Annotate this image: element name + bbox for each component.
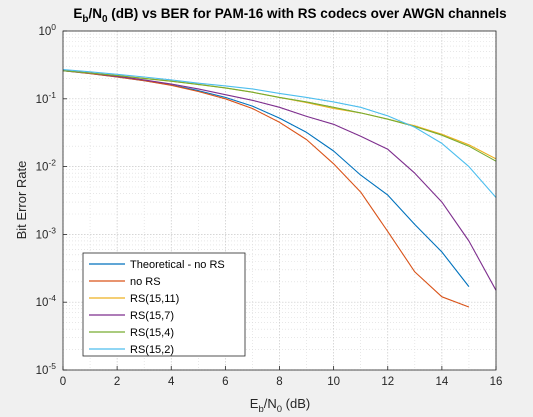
- legend: Theoretical - no RS no RS RS(15,11) RS(15,7…: [82, 252, 246, 357]
- axis-ticks: 0 2 4 6 8 10 12 14 16 10-5 10-4 10-3 10-2 10-1 100: [36, 22, 503, 388]
- y-tick-label: 10-5: [36, 361, 57, 377]
- y-axis-label: Bit Error Rate: [14, 161, 29, 240]
- y-tick-label: 10-2: [36, 158, 57, 174]
- legend-label-3: RS(15,11): [130, 293, 179, 305]
- series-lines: [62, 69, 497, 308]
- legend-label-1: Theoretical - no RS: [130, 259, 225, 271]
- legend-box: [82, 252, 246, 357]
- legend-label-6: RS(15,2): [130, 344, 174, 356]
- series-line-5: [62, 70, 497, 162]
- x-tick-label: 4: [168, 376, 175, 388]
- x-axis-label: Eb/N0 (dB): [250, 396, 310, 415]
- x-tick-label: 0: [60, 376, 66, 388]
- chart-title: Eb/N0 (dB) vs BER for PAM-16 with RS cod…: [73, 6, 506, 25]
- series-line-2: [62, 70, 470, 308]
- x-tick-label: 2: [114, 376, 120, 388]
- x-tick-label: 6: [222, 376, 228, 388]
- y-tick-label: 100: [38, 22, 56, 38]
- x-tick-label: 14: [435, 376, 448, 388]
- series-line-6: [62, 69, 497, 198]
- legend-label-2: no RS: [130, 276, 161, 288]
- legend-label-5: RS(15,4): [130, 327, 174, 339]
- x-tick-label: 8: [276, 376, 282, 388]
- y-tick-label: 10-3: [36, 225, 57, 241]
- x-tick-label: 16: [490, 376, 503, 388]
- legend-label-4: RS(15,7): [130, 310, 174, 322]
- y-tick-label: 10-4: [36, 293, 57, 309]
- x-tick-label: 12: [381, 376, 394, 388]
- x-tick-label: 10: [327, 376, 340, 388]
- series-line-4: [62, 70, 497, 291]
- y-tick-label: 10-1: [36, 90, 57, 106]
